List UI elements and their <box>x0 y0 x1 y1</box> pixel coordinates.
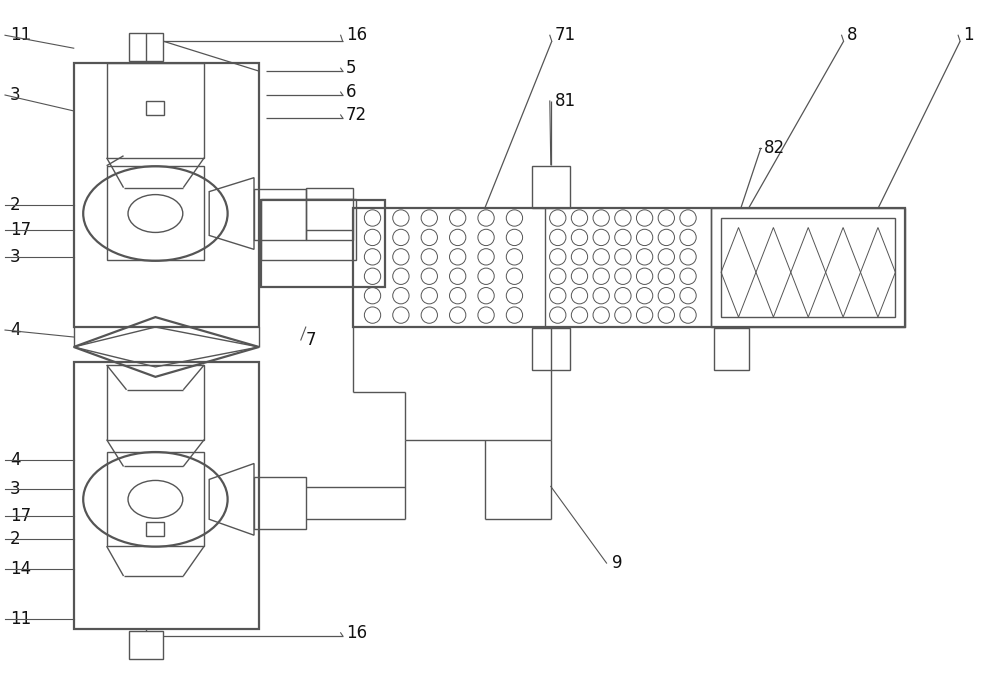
Text: 8: 8 <box>847 26 857 44</box>
Bar <box>146 101 164 115</box>
Text: 2: 2 <box>10 530 21 548</box>
Bar <box>107 365 204 440</box>
Text: 4: 4 <box>10 321 21 339</box>
Bar <box>129 33 163 61</box>
Text: 3: 3 <box>10 86 21 104</box>
Text: 16: 16 <box>346 624 367 642</box>
Text: 3: 3 <box>10 480 21 499</box>
Bar <box>721 218 895 317</box>
Bar <box>107 166 204 261</box>
Text: 4: 4 <box>10 451 21 469</box>
Bar <box>714 328 749 370</box>
Bar <box>306 188 353 241</box>
Bar <box>254 477 306 529</box>
Bar <box>107 63 204 158</box>
Bar <box>261 200 385 287</box>
Bar <box>532 328 570 370</box>
Bar <box>107 451 204 546</box>
Text: 9: 9 <box>612 554 622 572</box>
Bar <box>129 631 163 659</box>
Bar <box>353 207 905 327</box>
Bar <box>711 207 905 327</box>
Text: 3: 3 <box>10 248 21 267</box>
Bar <box>74 63 259 327</box>
Text: 71: 71 <box>555 26 576 44</box>
Bar <box>146 522 164 536</box>
Text: 6: 6 <box>346 83 356 101</box>
Bar <box>532 166 570 207</box>
Bar <box>254 189 306 241</box>
Text: 17: 17 <box>10 507 31 525</box>
Text: 14: 14 <box>10 560 31 578</box>
Text: 11: 11 <box>10 26 31 44</box>
Text: 72: 72 <box>346 106 367 124</box>
Text: 82: 82 <box>764 139 785 157</box>
Text: 7: 7 <box>306 331 316 349</box>
Text: 16: 16 <box>346 26 367 44</box>
Text: 5: 5 <box>346 59 356 77</box>
Bar <box>261 198 356 261</box>
Text: 2: 2 <box>10 196 21 213</box>
Text: 11: 11 <box>10 610 31 628</box>
Text: 1: 1 <box>963 26 974 44</box>
Text: 81: 81 <box>555 92 576 110</box>
Text: 17: 17 <box>10 222 31 239</box>
Bar <box>74 362 259 629</box>
